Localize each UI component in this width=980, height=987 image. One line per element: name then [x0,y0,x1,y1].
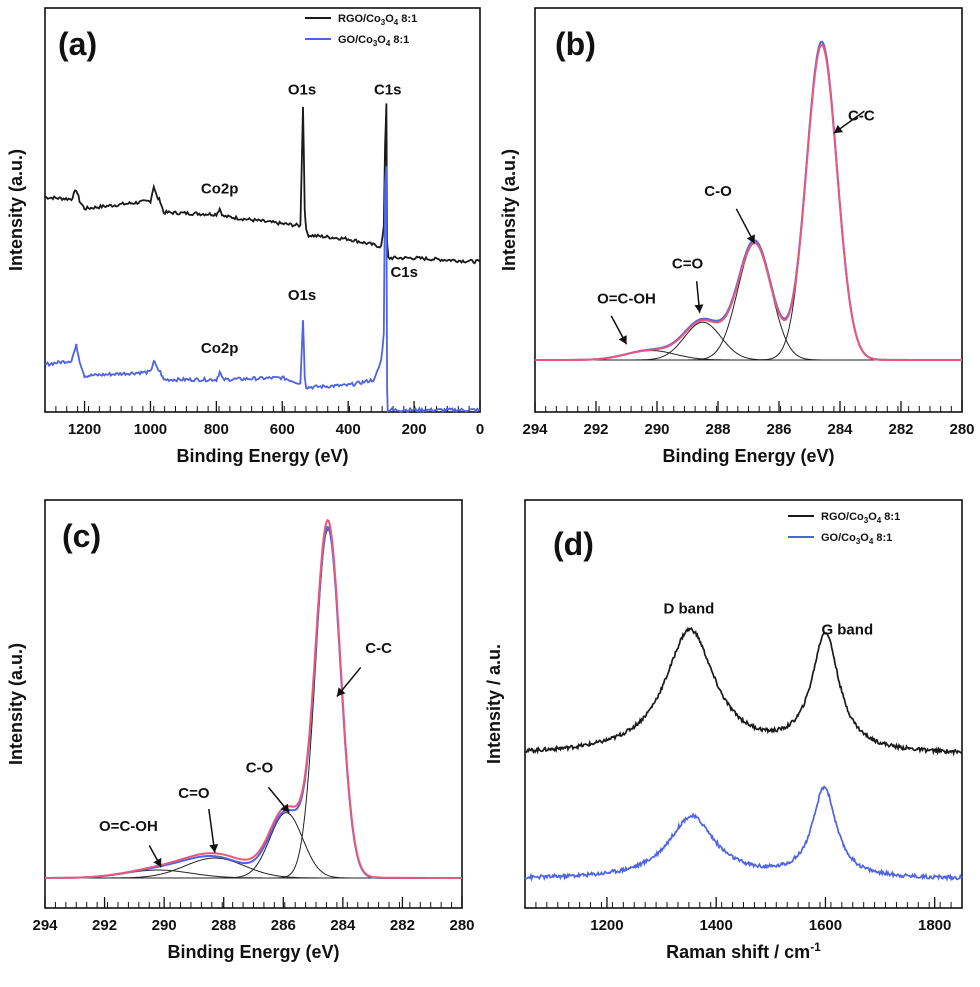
x-tick-label: 1400 [700,917,733,934]
peak-annotation: Co2p [201,180,239,197]
x-tick-label: 292 [583,421,608,438]
peak-annotation: C1s [390,264,418,281]
annotation-arrowhead [746,234,755,244]
legend-label: RGO/Co3O4 8:1 [338,13,417,27]
y-axis-title: Intensity / a.u. [484,644,504,764]
x-tick-label: 286 [271,917,296,934]
peak-annotation: O=C-OH [597,290,656,307]
annotation-arrowhead [694,304,704,313]
peak-annotation: C=O [178,785,210,802]
annotation-arrowhead [280,803,290,813]
y-axis-title: Intensity (a.u.) [6,643,26,765]
peak-annotation: C-C [848,108,875,125]
fit-component [535,44,962,361]
panel-c: 294 292 290 288 286 284 282 280 Binding Energy (… [6,499,475,962]
y-axis-title: Intensity (a.u.) [499,149,519,271]
x-tick-label: 282 [888,421,913,438]
y-axis-title: Intensity (a.u.) [6,149,26,271]
legend: RGO/Co3O4 8:1 GO/Co3O4 8:1 [788,511,900,546]
series-line-rgo [44,103,481,265]
panel-d: 1200 1400 1600 1800 Raman shift / cm-1 Intens… [484,499,963,962]
legend-label: GO/Co3O4 8:1 [821,532,892,546]
x-axis-title: Binding Energy (eV) [176,446,348,466]
panel-b: 294 292 290 288 286 284 282 280 Binding Energy (… [499,7,975,466]
x-tick-label: 600 [270,421,295,438]
series-line-go [44,166,480,414]
panel-tag: (d) [553,526,594,562]
peak-annotation: C1s [374,82,402,99]
x-tick-label: 292 [92,917,117,934]
envelope-fit-line [535,40,962,361]
peak-annotation: O=C-OH [99,818,158,835]
panel-tag: (b) [555,26,596,62]
x-tick-label: 1200 [68,421,101,438]
peak-annotation: Co2p [201,340,239,357]
annotation-arrowhead [209,844,219,853]
measured-spectrum-line [535,44,962,361]
peak-annotation: O1s [288,82,316,99]
x-tick-label: 290 [644,421,669,438]
x-tick-label: 200 [402,421,427,438]
axes-frame [534,7,963,413]
x-axis-title: Binding Energy (eV) [662,446,834,466]
fit-component [535,321,962,361]
legend: RGO/Co3O4 8:1 GO/Co3O4 8:1 [305,13,417,48]
measured-spectrum-line [45,518,462,879]
x-tick-label: 800 [204,421,229,438]
peak-annotation: C=O [672,256,704,273]
peak-annotation: O1s [288,287,316,304]
annotation-arrowhead [153,857,162,868]
legend-label: GO/Co3O4 8:1 [338,34,409,48]
peak-annotation: C-O [246,760,274,777]
x-axis-title: Binding Energy (eV) [167,942,339,962]
x-tick-label: 294 [32,917,58,934]
x-tick-label: 280 [449,917,474,934]
x-tick-label: 282 [390,917,415,934]
x-tick-label: 1600 [809,917,842,934]
panel-tag: (c) [62,518,101,554]
x-tick-label: 400 [336,421,361,438]
x-tick-label: 1200 [590,917,623,934]
x-tick-label: 280 [949,421,974,438]
series-line-go [524,785,963,883]
x-tick-label: 0 [476,421,484,438]
axes-frame [44,499,463,909]
x-tick-label: 1000 [134,421,167,438]
series-line-rgo [524,626,963,757]
peak-annotation: G band [821,621,873,638]
axes-frame [44,7,481,413]
x-tick-label: 290 [152,917,177,934]
x-tick-label: 288 [705,421,730,438]
x-tick-label: 284 [827,421,853,438]
x-tick-label: 284 [330,917,356,934]
annotation-arrowhead [618,335,627,345]
peak-annotation: C-O [704,183,732,200]
annotation-arrowhead [833,124,844,134]
x-tick-label: 1800 [918,917,951,934]
x-tick-label: 286 [766,421,791,438]
peak-annotation: D band [663,601,714,618]
x-tick-label: 294 [522,421,548,438]
x-tick-label: 288 [211,917,236,934]
panel-tag: (a) [58,26,97,62]
annotation-arrowhead [336,687,346,697]
legend-label: RGO/Co3O4 8:1 [821,511,900,525]
panel-a: 1200 1000 800 600 400 200 0 Binding Energy (eV)… [6,7,484,466]
x-axis-title: Raman shift / cm-1 [666,940,821,962]
peak-annotation: C-C [365,640,392,657]
